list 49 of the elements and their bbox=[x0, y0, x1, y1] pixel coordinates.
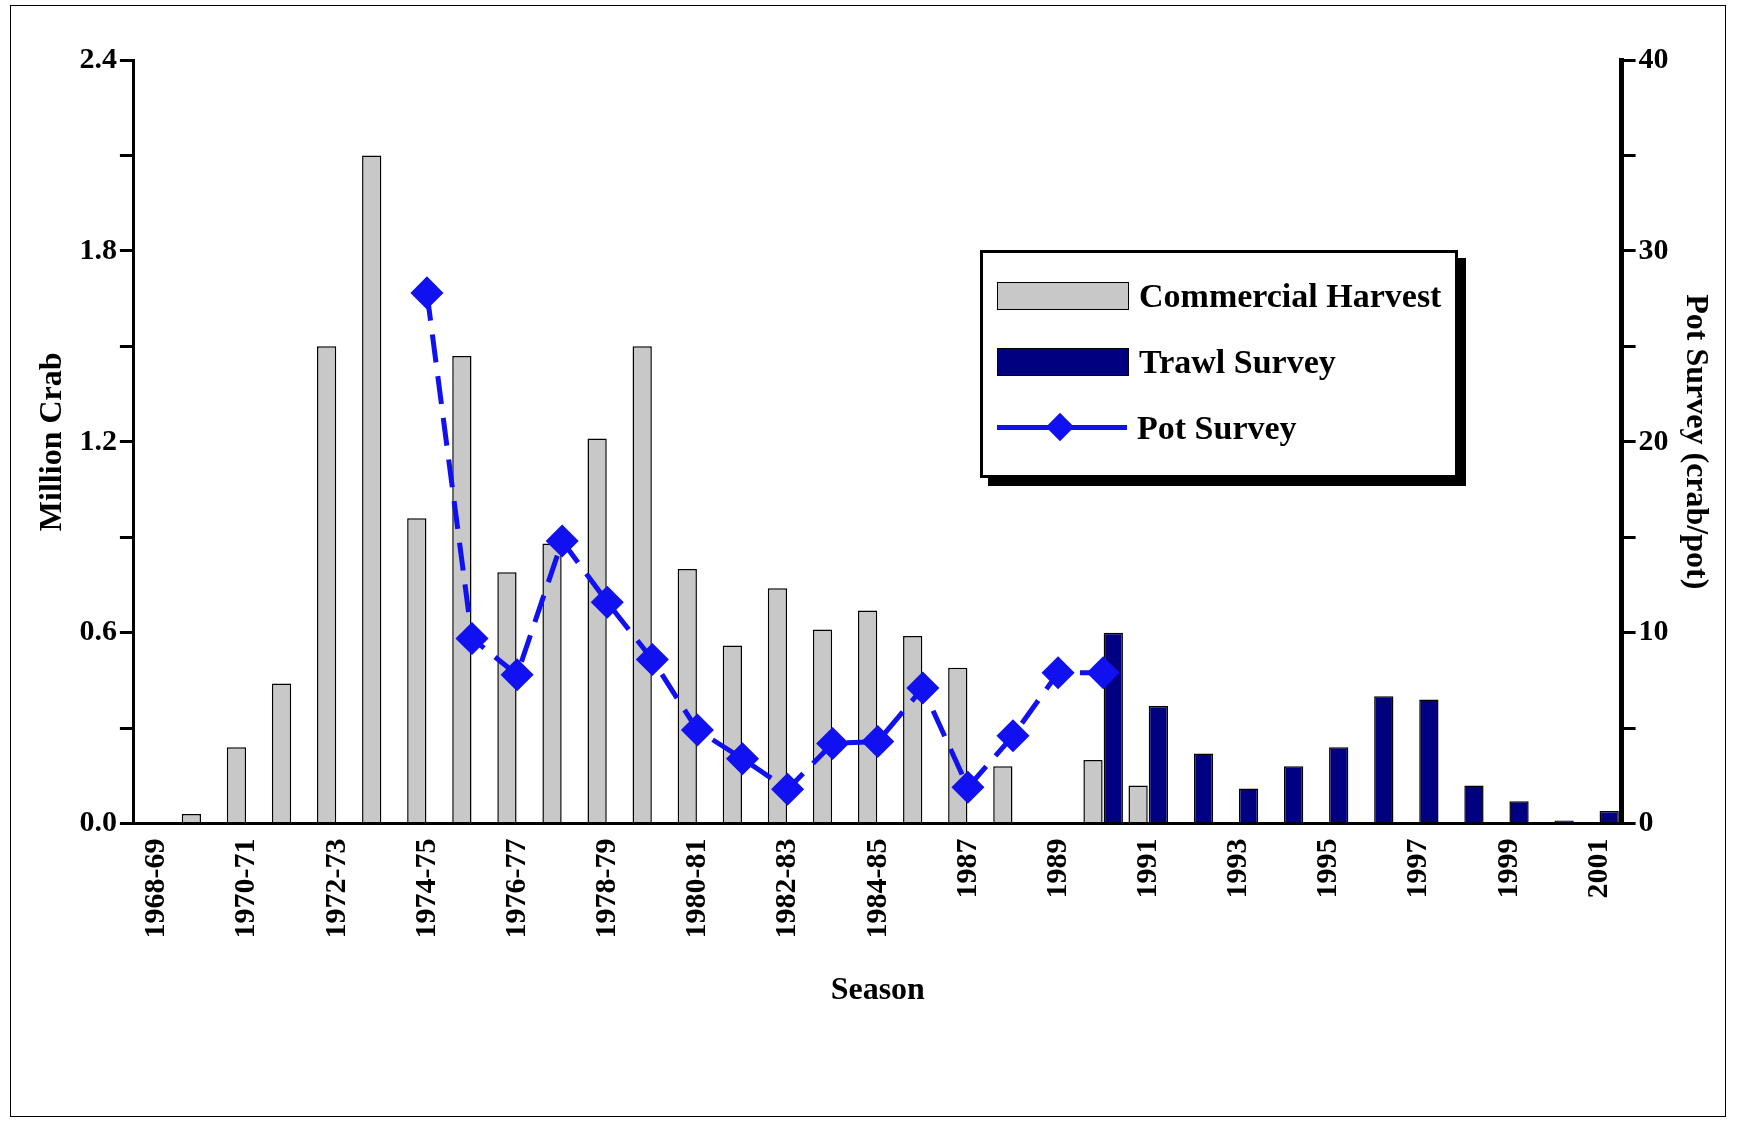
y2-tick-label: 10 bbox=[1638, 613, 1669, 647]
point bbox=[727, 743, 759, 775]
legend-label: Commercial Harvest bbox=[1139, 277, 1442, 315]
point bbox=[501, 659, 533, 691]
y2-tick-label: 0 bbox=[1638, 804, 1654, 838]
legend-label: Trawl Survey bbox=[1139, 343, 1336, 381]
point bbox=[681, 714, 713, 746]
point bbox=[817, 727, 849, 759]
point bbox=[636, 643, 668, 675]
x-tick-label: 1999 bbox=[1489, 838, 1523, 899]
x-tick-label: 1974-75 bbox=[407, 838, 441, 939]
x-tick-label: 1993 bbox=[1219, 838, 1253, 899]
x-tick-label: 2001 bbox=[1579, 838, 1613, 899]
point bbox=[456, 622, 488, 654]
y2-axis-title: Pot Survey (crab/pot) bbox=[1679, 294, 1716, 590]
point bbox=[1042, 657, 1074, 689]
y-tick-label: 1.8 bbox=[79, 231, 117, 265]
x-axis-title: Season bbox=[830, 970, 926, 1007]
y2-tick-label: 40 bbox=[1638, 40, 1669, 74]
point bbox=[772, 773, 804, 805]
x-tick-label: 1991 bbox=[1128, 838, 1162, 899]
x-tick-label: 1968-69 bbox=[137, 838, 171, 939]
y-tick-label: 0.0 bbox=[79, 804, 117, 838]
x-tick-label: 1984-85 bbox=[858, 838, 892, 939]
point bbox=[411, 277, 443, 309]
x-tick-label: 1976-77 bbox=[497, 838, 531, 939]
y-tick-label: 1.2 bbox=[79, 422, 117, 456]
point bbox=[862, 726, 894, 758]
point bbox=[952, 771, 984, 803]
x-tick-label: 1972-73 bbox=[317, 838, 351, 939]
x-tick-label: 1970-71 bbox=[227, 838, 261, 939]
y-axis-title: Million Crab bbox=[32, 352, 69, 532]
x-tick-label: 1997 bbox=[1399, 838, 1433, 899]
x-tick-label: 1987 bbox=[948, 838, 982, 899]
y-tick-label: 2.4 bbox=[79, 40, 117, 74]
legend-label: Pot Survey bbox=[1137, 409, 1297, 447]
point bbox=[591, 586, 623, 618]
x-tick-label: 1978-79 bbox=[588, 838, 622, 939]
y2-tick-label: 30 bbox=[1638, 231, 1669, 265]
y2-tick-label: 20 bbox=[1638, 422, 1669, 456]
point bbox=[907, 672, 939, 704]
y-tick-label: 0.6 bbox=[79, 613, 117, 647]
point bbox=[1087, 657, 1119, 689]
point bbox=[997, 720, 1029, 752]
x-tick-label: 1982-83 bbox=[768, 838, 802, 939]
point bbox=[546, 525, 578, 557]
x-tick-label: 1989 bbox=[1038, 838, 1072, 899]
x-tick-label: 1995 bbox=[1309, 838, 1343, 899]
x-tick-label: 1980-81 bbox=[678, 838, 712, 939]
